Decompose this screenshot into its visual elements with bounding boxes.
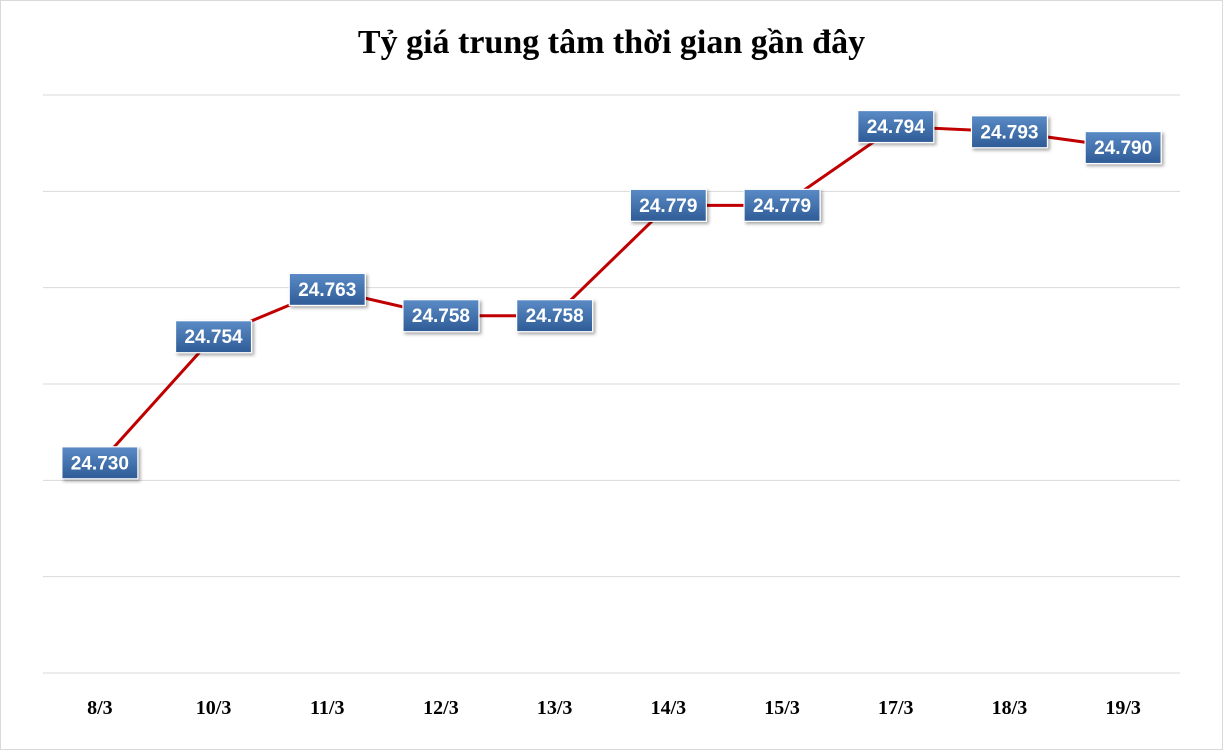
data-label: 24.790 bbox=[1084, 130, 1162, 165]
data-label-text: 24.763 bbox=[298, 280, 356, 301]
data-label-text: 24.793 bbox=[980, 122, 1038, 143]
x-axis-tick-labels: 8/3 10/3 11/3 12/3 13/3 14/3 15/3 17/3 18/3 19/3 bbox=[87, 697, 1141, 719]
series-line bbox=[98, 125, 1124, 464]
data-label: 24.758 bbox=[402, 299, 480, 333]
series-line-group bbox=[98, 125, 1124, 464]
data-label-text: 24.779 bbox=[753, 196, 811, 217]
data-label-text: 24.758 bbox=[412, 306, 470, 327]
data-label-text: 24.754 bbox=[184, 327, 243, 348]
data-label-box bbox=[61, 446, 139, 480]
data-label-box bbox=[970, 115, 1049, 149]
data-label: 24.779 bbox=[629, 188, 707, 222]
data-label: 24.758 bbox=[516, 299, 594, 333]
x-tick-label: 10/3 bbox=[196, 697, 232, 719]
x-tick-label: 12/3 bbox=[423, 697, 459, 719]
data-label-box bbox=[1084, 130, 1162, 165]
x-tick-label: 17/3 bbox=[878, 697, 914, 719]
data-label-box bbox=[174, 320, 253, 354]
data-label-text: 24.779 bbox=[639, 196, 697, 217]
data-labels: 24.730 24.754 24.763 24.758 24.758 24.779 24.7… bbox=[61, 109, 1162, 480]
data-label-box bbox=[629, 188, 707, 222]
data-label-text: 24.758 bbox=[526, 306, 584, 327]
data-label: 24.754 bbox=[174, 320, 253, 354]
data-label: 24.779 bbox=[743, 188, 821, 222]
gridlines bbox=[43, 94, 1180, 674]
x-tick-label: 15/3 bbox=[764, 697, 800, 719]
x-tick-label: 18/3 bbox=[992, 697, 1028, 719]
data-label: 24.794 bbox=[857, 109, 935, 144]
x-tick-label: 8/3 bbox=[87, 697, 113, 719]
data-label-box bbox=[288, 272, 366, 307]
data-label-box bbox=[857, 109, 935, 144]
data-label-box bbox=[743, 188, 821, 222]
data-label-text: 24.730 bbox=[71, 453, 129, 474]
chart-title: Tỷ giá trung tâm thời gian gần đây bbox=[357, 24, 866, 61]
data-label-text: 24.790 bbox=[1094, 138, 1152, 159]
data-label: 24.730 bbox=[61, 446, 139, 480]
data-label-box bbox=[402, 299, 480, 333]
x-tick-label: 13/3 bbox=[537, 697, 573, 719]
x-tick-label: 14/3 bbox=[651, 697, 687, 719]
x-tick-label: 19/3 bbox=[1105, 697, 1141, 719]
data-label-box bbox=[516, 299, 594, 333]
data-label: 24.763 bbox=[288, 272, 366, 307]
x-tick-label: 11/3 bbox=[310, 697, 344, 719]
data-label: 24.793 bbox=[970, 115, 1049, 149]
data-label-text: 24.794 bbox=[867, 117, 926, 138]
